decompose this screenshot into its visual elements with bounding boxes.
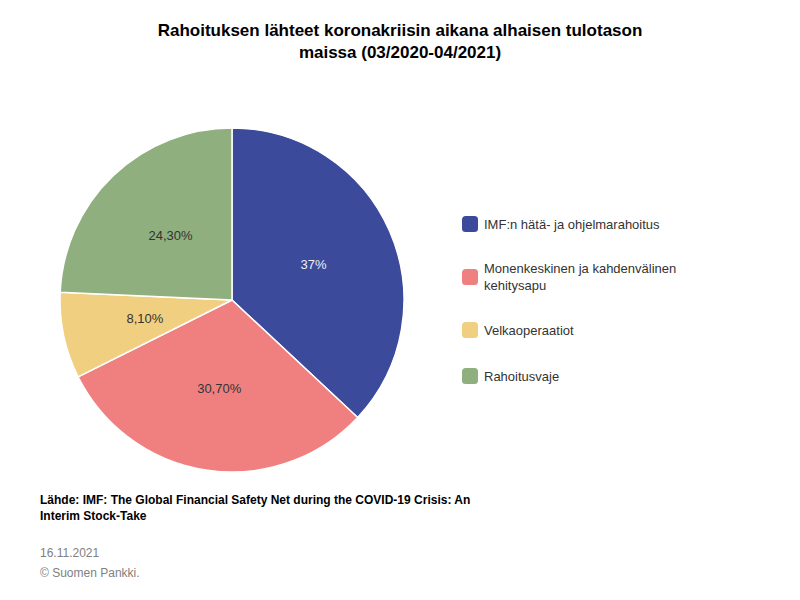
svg-text:Velkaoperaatiot: Velkaoperaatiot xyxy=(484,323,574,338)
svg-text:37%: 37% xyxy=(301,257,327,272)
svg-text:© Suomen Pankki.: © Suomen Pankki. xyxy=(40,566,140,580)
svg-text:Lähde: IMF: The Global Financi: Lähde: IMF: The Global Financial Safety … xyxy=(40,493,470,507)
svg-text:24,30%: 24,30% xyxy=(148,228,193,243)
svg-text:8,10%: 8,10% xyxy=(126,311,163,326)
svg-text:kehitysapu: kehitysapu xyxy=(484,278,546,293)
svg-text:Rahoituksen lähteet koronakrii: Rahoituksen lähteet koronakriisin aikana… xyxy=(158,21,643,40)
svg-text:30,70%: 30,70% xyxy=(197,381,242,396)
svg-text:IMF:n hätä- ja ohjelmarahoitus: IMF:n hätä- ja ohjelmarahoitus xyxy=(484,217,660,232)
svg-text:maissa (03/2020-04/2021): maissa (03/2020-04/2021) xyxy=(299,43,501,62)
svg-text:Monenkeskinen ja kahdenvälinen: Monenkeskinen ja kahdenvälinen xyxy=(484,261,676,276)
svg-text:16.11.2021: 16.11.2021 xyxy=(40,546,99,560)
svg-text:Rahoitusvaje: Rahoitusvaje xyxy=(484,369,559,384)
svg-text:Interim Stock-Take: Interim Stock-Take xyxy=(40,509,147,523)
